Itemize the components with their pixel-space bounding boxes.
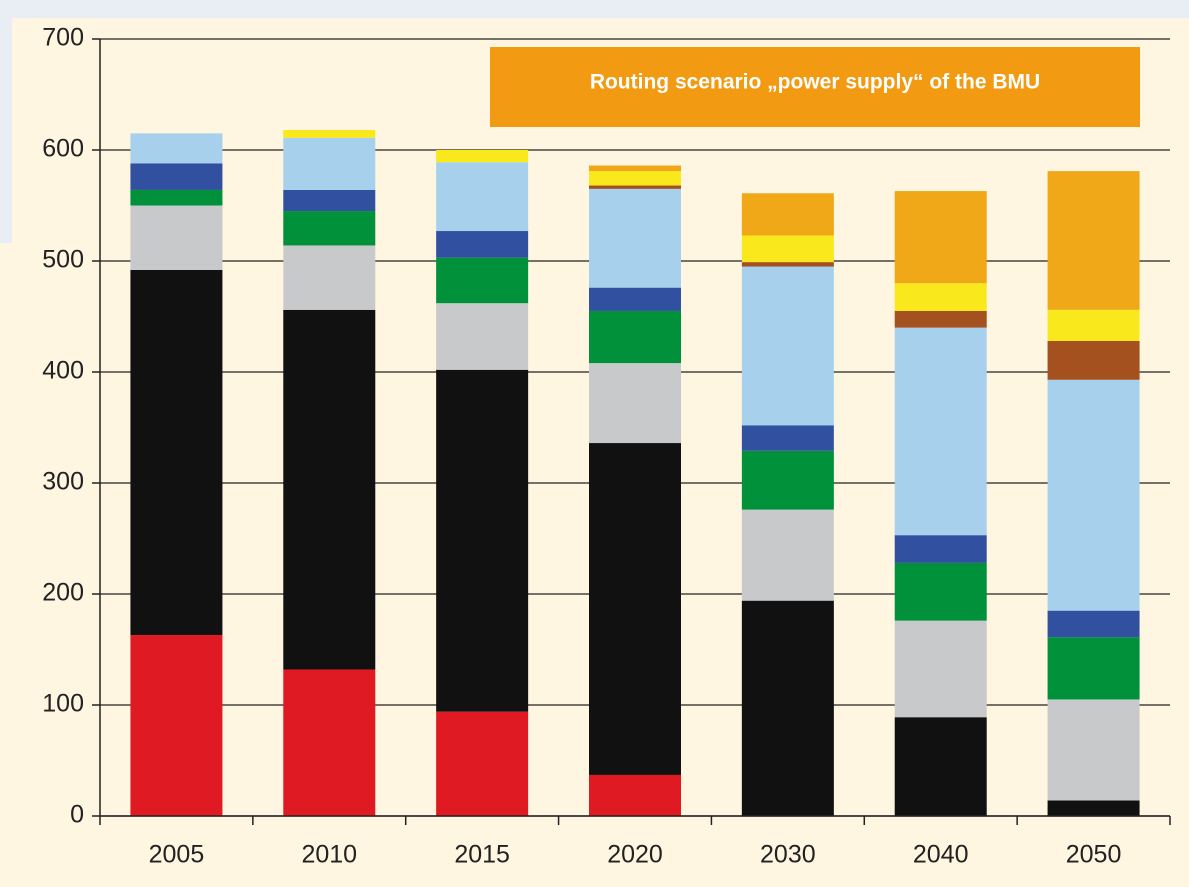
- title-box: [490, 47, 1140, 127]
- bar-segment: [283, 189, 376, 212]
- bar-segment: [436, 711, 529, 816]
- bar-segment: [589, 443, 681, 775]
- bar-segment: [894, 310, 987, 328]
- x-tick-label: 2005: [149, 841, 205, 869]
- bar-segment: [436, 162, 529, 232]
- bar-segment: [1047, 171, 1140, 310]
- bar-segment: [894, 717, 987, 816]
- bar-segment: [130, 205, 223, 270]
- bar-segment: [741, 235, 834, 263]
- bar-segment: [589, 287, 681, 311]
- bar-segment: [741, 600, 834, 816]
- bar-segment: [894, 535, 987, 563]
- x-tick-label: 2015: [454, 841, 510, 869]
- plot: 0 100 200 300 400 500 600 700 2005 2010 2015 2020 20…: [42, 24, 1171, 869]
- x-tick-label: 2040: [913, 841, 969, 869]
- y-tick-label: 300: [42, 468, 84, 496]
- bar-segment: [1047, 699, 1140, 801]
- x-tick-label: 2030: [760, 841, 816, 869]
- bar-segment: [741, 193, 834, 236]
- bar-segment: [894, 327, 987, 536]
- y-tick-label: 700: [42, 24, 84, 52]
- bar-segment: [436, 150, 529, 163]
- bar-segment: [283, 245, 376, 310]
- bar-segment: [436, 369, 529, 712]
- bar-segment: [894, 283, 987, 311]
- bar-segment: [894, 562, 987, 621]
- x-tick-label: 2050: [1066, 841, 1122, 869]
- bar-segment: [1047, 340, 1140, 380]
- y-tick-label: 500: [42, 246, 84, 274]
- bar-segment: [436, 303, 529, 370]
- left-band: [0, 0, 12, 243]
- bar-segment: [894, 191, 987, 284]
- bar-segment: [130, 189, 223, 206]
- bar-segment: [130, 163, 223, 190]
- bar-segment: [130, 635, 223, 816]
- bar-segment: [436, 257, 529, 304]
- y-tick-label: 200: [42, 579, 84, 607]
- bar-segment: [1047, 610, 1140, 638]
- bar-segment: [283, 309, 376, 670]
- bar-segment: [283, 669, 376, 816]
- bar-segment: [283, 211, 376, 246]
- bar-segment: [589, 171, 681, 186]
- bar-segment: [1047, 800, 1140, 816]
- bar-segment: [589, 188, 681, 288]
- x-tick-label: 2020: [607, 841, 663, 869]
- bar-segment: [894, 620, 987, 718]
- top-band: [0, 0, 1189, 18]
- bar-segment: [741, 509, 834, 601]
- bar-segment: [130, 269, 223, 636]
- bar-segment: [589, 774, 681, 816]
- bar-segment: [741, 425, 834, 451]
- y-tick-label: 400: [42, 357, 84, 385]
- bar-segment: [130, 133, 223, 164]
- bar-segment: [589, 310, 681, 364]
- bar-segment: [1047, 379, 1140, 611]
- y-tick-label: 600: [42, 135, 84, 163]
- bar-segment: [1047, 637, 1140, 700]
- bar-segment: [589, 363, 681, 444]
- bar-segment: [283, 137, 376, 190]
- y-tick-label: 0: [70, 801, 84, 829]
- bar-segment: [436, 231, 529, 258]
- x-tick-label: 2010: [301, 841, 357, 869]
- bar-segment: [741, 450, 834, 510]
- bar-segment: [283, 130, 376, 138]
- bar-segment: [741, 266, 834, 426]
- bar-segment: [589, 165, 681, 172]
- bar-segment: [741, 262, 834, 267]
- y-tick-label: 100: [42, 690, 84, 718]
- bar-segment: [589, 185, 681, 189]
- chart-title: Routing scenario „power supply“ of the B…: [590, 71, 1040, 94]
- bar-segment: [1047, 309, 1140, 341]
